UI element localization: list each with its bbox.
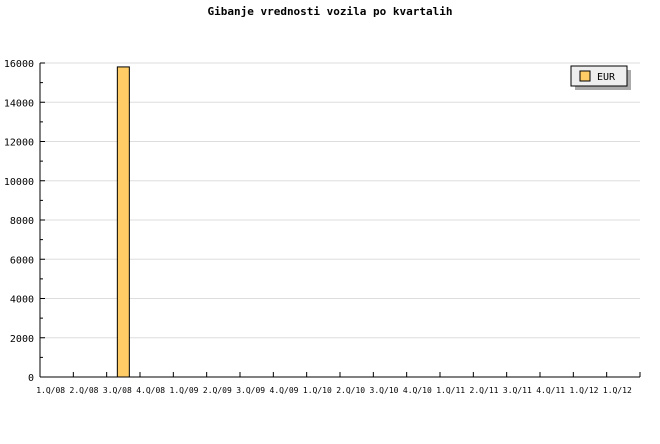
x-tick-label: 1.Q/12 — [603, 386, 632, 395]
bar — [116, 66, 130, 378]
legend-label: EUR — [597, 72, 616, 83]
x-tick-label: 2.Q/11 — [470, 386, 499, 395]
x-tick-label: 1.Q/12 — [570, 386, 599, 395]
y-tick-label: 14000 — [4, 98, 34, 109]
x-tick-label: 2.Q/09 — [203, 386, 232, 395]
x-tick-label: 3.Q/10 — [370, 386, 399, 395]
y-tick-label: 12000 — [4, 138, 34, 149]
x-tick-label: 2.Q/10 — [336, 386, 365, 395]
y-tick-label: 6000 — [10, 255, 34, 266]
x-tick-label: 2.Q/08 — [70, 386, 99, 395]
x-tick-label: 4.Q/09 — [270, 386, 299, 395]
x-tick-label: 3.Q/09 — [236, 386, 265, 395]
y-tick-label: 8000 — [10, 216, 34, 227]
legend-swatch — [579, 70, 591, 82]
y-tick-label: 2000 — [10, 334, 34, 345]
x-tick-label: 4.Q/11 — [536, 386, 565, 395]
x-tick-label: 1.Q/09 — [170, 386, 199, 395]
y-tick-label: 0 — [28, 373, 34, 384]
y-tick-label: 10000 — [4, 177, 34, 188]
x-tick-label: 3.Q/11 — [503, 386, 532, 395]
y-tick-label: 4000 — [10, 295, 34, 306]
chart-title: Gibanje vrednosti vozila po kvartalih — [207, 5, 452, 18]
x-tick-label: 1.Q/11 — [436, 386, 465, 395]
x-tick-label: 1.Q/10 — [303, 386, 332, 395]
x-tick-label: 3.Q/08 — [103, 386, 132, 395]
x-tick-label: 4.Q/10 — [403, 386, 432, 395]
y-tick-label: 16000 — [4, 59, 34, 70]
x-tick-label: 4.Q/08 — [136, 386, 165, 395]
x-tick-label: 1.Q/08 — [36, 386, 65, 395]
